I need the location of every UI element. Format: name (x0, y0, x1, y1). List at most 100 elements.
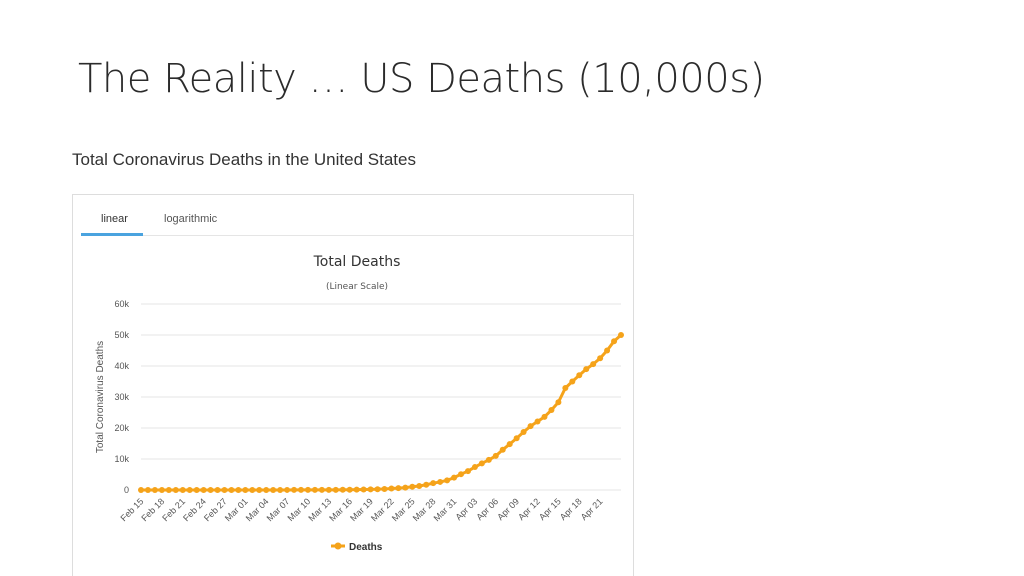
grid-lines (141, 303, 621, 491)
data-point[interactable] (506, 441, 513, 448)
tab-linear[interactable]: linear (101, 213, 128, 225)
data-point[interactable] (437, 478, 444, 485)
slide-title: The Reality … US Deaths (10,000s) (78, 56, 765, 102)
data-point[interactable] (513, 435, 520, 442)
data-point[interactable] (298, 486, 304, 493)
data-point[interactable] (618, 332, 624, 338)
data-point[interactable] (200, 487, 207, 493)
data-point[interactable] (346, 486, 353, 493)
data-point[interactable] (332, 486, 339, 493)
y-tick-labels: 0 10k 20k 30k 40k 50k 60k (114, 299, 129, 495)
series-line-deaths (141, 333, 622, 492)
data-point[interactable] (395, 485, 402, 492)
x-tick-label: Apr 03 (453, 496, 479, 522)
data-point[interactable] (458, 471, 464, 478)
data-point[interactable] (576, 372, 583, 379)
y-tick-label: 0 (124, 485, 129, 495)
data-point[interactable] (193, 487, 200, 493)
data-point[interactable] (492, 452, 499, 459)
data-point[interactable] (214, 487, 221, 493)
y-tick-label: 40k (114, 361, 129, 371)
data-point[interactable] (430, 480, 437, 487)
data-point[interactable] (583, 366, 590, 373)
legend-label-deaths: Deaths (349, 542, 383, 553)
y-tick-label: 60k (114, 299, 129, 309)
x-tick-label: Apr 15 (537, 496, 563, 522)
data-point[interactable] (604, 347, 611, 354)
data-point[interactable] (304, 486, 311, 493)
data-point[interactable] (562, 385, 569, 392)
data-point[interactable] (270, 486, 277, 493)
data-point[interactable] (325, 486, 332, 493)
y-tick-label: 50k (114, 330, 129, 340)
data-point[interactable] (179, 487, 186, 493)
data-point[interactable] (402, 484, 409, 491)
series-deaths (138, 332, 624, 493)
data-point[interactable] (464, 468, 471, 475)
data-point[interactable] (597, 355, 604, 362)
data-point[interactable] (367, 486, 374, 493)
data-point[interactable] (318, 486, 325, 493)
data-point[interactable] (138, 487, 144, 493)
scale-tabs: linear logarithmic (81, 195, 633, 236)
data-point[interactable] (263, 486, 270, 493)
data-point[interactable] (144, 487, 151, 493)
data-point[interactable] (228, 487, 235, 493)
data-point[interactable] (249, 486, 256, 493)
data-point[interactable] (242, 486, 249, 493)
y-tick-label: 30k (114, 392, 129, 402)
data-point[interactable] (548, 407, 555, 414)
x-tick-label: Mar 31 (432, 496, 459, 523)
chart-subtitle: (Linear Scale) (326, 282, 388, 292)
data-point[interactable] (555, 399, 562, 406)
data-point[interactable] (541, 413, 548, 420)
data-point[interactable] (374, 486, 381, 493)
data-point[interactable] (520, 429, 527, 436)
data-point[interactable] (527, 423, 534, 430)
data-point[interactable] (291, 486, 298, 493)
data-point[interactable] (471, 464, 478, 471)
data-point[interactable] (485, 456, 492, 463)
data-point[interactable] (590, 361, 597, 368)
legend[interactable]: Deaths (331, 542, 383, 553)
data-point[interactable] (360, 486, 367, 493)
data-point[interactable] (235, 486, 242, 493)
data-point[interactable] (172, 487, 179, 493)
chart-panel: linear logarithmic Total Deaths (Linear … (72, 194, 634, 576)
data-point[interactable] (499, 446, 506, 453)
data-point[interactable] (256, 486, 263, 493)
data-point[interactable] (353, 486, 360, 493)
data-point[interactable] (186, 487, 193, 493)
x-tick-label: Apr 21 (579, 496, 605, 522)
active-tab-indicator (81, 233, 143, 236)
legend-swatch-marker (334, 542, 342, 550)
x-tick-label: Apr 09 (495, 496, 521, 522)
data-point[interactable] (207, 487, 214, 493)
data-point[interactable] (158, 487, 165, 493)
data-point[interactable] (478, 460, 485, 467)
x-tick-label: Apr 12 (516, 496, 542, 522)
data-point[interactable] (451, 474, 458, 481)
data-point[interactable] (569, 378, 576, 385)
data-point[interactable] (311, 486, 318, 493)
data-point[interactable] (277, 486, 284, 493)
chart-embed-heading: Total Coronavirus Deaths in the United S… (72, 150, 416, 169)
data-point[interactable] (221, 487, 228, 493)
x-tick-label: Apr 06 (474, 496, 500, 522)
data-point[interactable] (339, 486, 346, 493)
data-point[interactable] (416, 482, 423, 489)
data-point[interactable] (611, 338, 618, 345)
data-point[interactable] (165, 487, 172, 493)
data-point[interactable] (388, 485, 395, 492)
data-point[interactable] (151, 487, 158, 493)
data-point[interactable] (423, 481, 430, 488)
deaths-line-chart: Total Deaths (Linear Scale) Total Corona… (95, 254, 624, 553)
x-tick-label: Apr 18 (558, 496, 584, 522)
data-point[interactable] (284, 486, 291, 493)
data-point[interactable] (381, 485, 388, 492)
data-point[interactable] (534, 418, 541, 425)
data-point[interactable] (409, 483, 416, 490)
data-point[interactable] (444, 477, 451, 484)
tab-logarithmic[interactable]: logarithmic (164, 213, 218, 225)
